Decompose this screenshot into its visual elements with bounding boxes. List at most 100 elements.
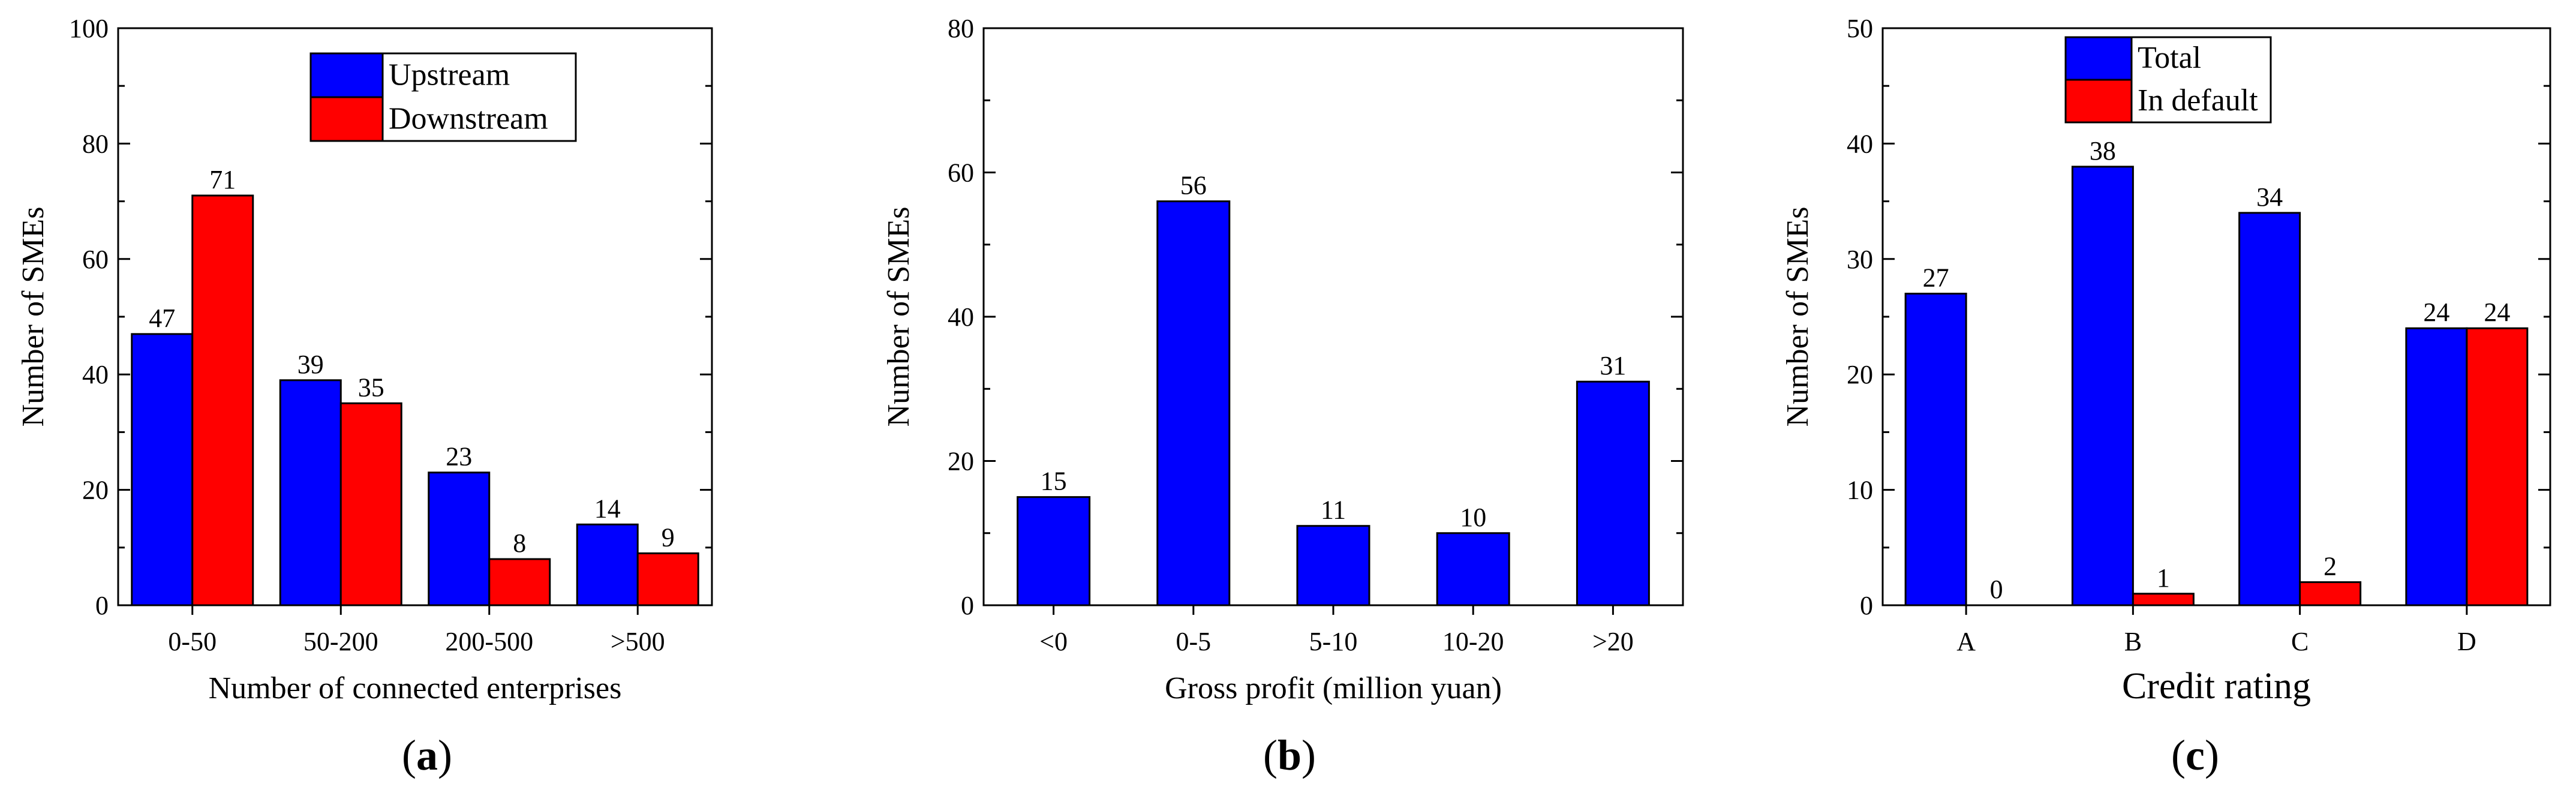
data-label: 14 [594, 494, 621, 523]
data-label: 10 [1460, 503, 1486, 532]
y-tick-label: 40 [1847, 129, 1873, 158]
bar-a-downstream-1 [339, 402, 402, 606]
panel-label-open: ( [2171, 731, 2186, 779]
panel-label-close: ) [2205, 731, 2219, 779]
x-axis-label: Gross profit (million yuan) [1165, 671, 1502, 705]
bar-b-smes-4 [1576, 380, 1650, 606]
y-axis-label: Number of SMEs [1781, 207, 1815, 427]
x-tick-label: 0-5 [1176, 627, 1211, 656]
data-label: 35 [358, 373, 384, 402]
data-label: 23 [446, 442, 472, 471]
x-axis-label: Number of connected enterprises [209, 671, 622, 705]
panel-label-close: ) [438, 731, 452, 779]
bar-a-upstream-2 [428, 471, 491, 606]
chart-panel-a: 47 39 23 14 71 35 8 9 0 20 40 60 80 100 0-50 50-200 200-… [16, 14, 713, 779]
panel-label: (a) [402, 731, 452, 779]
chart-panel-c: 27 38 34 24 0 1 2 24 0 10 20 30 40 50 A B C D Credit ratin… [1781, 14, 2551, 779]
bar-a-downstream-0 [191, 194, 254, 606]
data-label: 47 [149, 304, 175, 333]
bar-c-total-2 [2238, 212, 2301, 606]
data-label: 56 [1180, 171, 1207, 200]
x-tick-label: 200-500 [445, 627, 533, 656]
data-label: 11 [1321, 495, 1346, 525]
y-tick-label: 40 [948, 302, 974, 332]
bar-a-upstream-0 [131, 333, 194, 606]
bar-c-in-default-2 [2299, 581, 2362, 606]
y-axis-label: Number of SMEs [16, 207, 50, 427]
y-tick-label: 60 [948, 158, 974, 188]
bar-a-downstream-3 [636, 552, 699, 606]
x-tick-label: B [2124, 627, 2142, 656]
bar-b-smes-3 [1436, 532, 1510, 606]
data-label: 24 [2423, 298, 2449, 327]
bar-b-smes-1 [1156, 200, 1231, 606]
panel-label-open: ( [1263, 731, 1278, 779]
legend-label: In default [2138, 83, 2258, 118]
panel-label: (c) [2171, 731, 2219, 779]
data-label: 71 [209, 165, 236, 194]
x-tick-label: C [2291, 627, 2309, 656]
x-tick-label: A [1956, 627, 1976, 656]
y-tick-label: 20 [82, 476, 109, 505]
panel-label-close: ) [1301, 731, 1316, 779]
x-tick-label: <0 [1039, 627, 1068, 656]
x-tick-label: 0-50 [168, 627, 217, 656]
data-label: 38 [2090, 136, 2116, 166]
panel-label: (b) [1263, 731, 1316, 779]
y-tick-label: 100 [69, 14, 109, 43]
data-label: 9 [662, 522, 675, 552]
x-tick-label: 5-10 [1309, 627, 1358, 656]
bar-a-upstream-3 [576, 523, 639, 606]
bar-b-smes-2 [1296, 525, 1370, 606]
x-tick-label: >20 [1592, 627, 1634, 656]
y-tick-label: 80 [948, 14, 974, 43]
legend-label: Downstream [389, 102, 548, 136]
bar-c-total-3 [2405, 327, 2468, 606]
legend-swatch-downstream [309, 96, 384, 142]
legend-swatch-in-default [2064, 79, 2133, 124]
bar-b-smes-0 [1017, 496, 1091, 606]
panel-label-open: ( [402, 731, 416, 779]
y-axis-label: Number of SMEs [882, 207, 916, 427]
y-tick-label: 0 [95, 591, 109, 620]
legend-swatch-upstream [309, 52, 384, 98]
x-tick-label: 10-20 [1442, 627, 1504, 656]
y-tick-label: 20 [1847, 360, 1873, 389]
bar-a-downstream-2 [488, 558, 551, 606]
data-label: 24 [2484, 298, 2510, 327]
bar-c-total-0 [1904, 293, 1967, 606]
y-tick-label: 10 [1847, 476, 1873, 505]
y-tick-label: 20 [948, 447, 974, 476]
panel-label-letter: b [1278, 731, 1301, 779]
panel-label-letter: a [416, 731, 438, 779]
bar-c-in-default-3 [2466, 327, 2529, 606]
data-label: 1 [2157, 563, 2170, 593]
legend-label: Total [2138, 41, 2201, 75]
data-label: 2 [2323, 552, 2337, 581]
y-tick-label: 60 [82, 245, 109, 274]
y-tick-label: 40 [82, 360, 109, 389]
legend-c: Total In default [2064, 36, 2272, 124]
data-label: 15 [1041, 467, 1067, 496]
y-tick-label: 50 [1847, 14, 1873, 43]
y-tick-label: 30 [1847, 245, 1873, 274]
data-label: 31 [1600, 351, 1626, 380]
bar-a-upstream-1 [279, 379, 342, 606]
data-label: 39 [297, 350, 324, 379]
y-tick-label: 0 [961, 591, 974, 620]
data-label: 0 [1990, 575, 2003, 604]
data-label: 27 [1923, 263, 1949, 293]
legend-a: Upstream Downstream [309, 52, 577, 142]
chart-panel-b: 15 56 11 10 31 0 20 40 60 80 <0 0-5 5-10 10-20 >20 Gros… [882, 14, 1684, 779]
data-label: 34 [2256, 182, 2283, 212]
legend-swatch-total [2064, 36, 2133, 81]
y-tick-label: 0 [1860, 591, 1873, 620]
bar-c-total-1 [2071, 166, 2134, 606]
legend-label: Upstream [389, 58, 510, 92]
x-axis-label: Credit rating [2122, 666, 2311, 707]
data-label: 8 [513, 528, 526, 558]
y-tick-label: 80 [82, 129, 109, 158]
bar-c-in-default-1 [2132, 593, 2195, 606]
panel-label-letter: c [2186, 731, 2205, 779]
